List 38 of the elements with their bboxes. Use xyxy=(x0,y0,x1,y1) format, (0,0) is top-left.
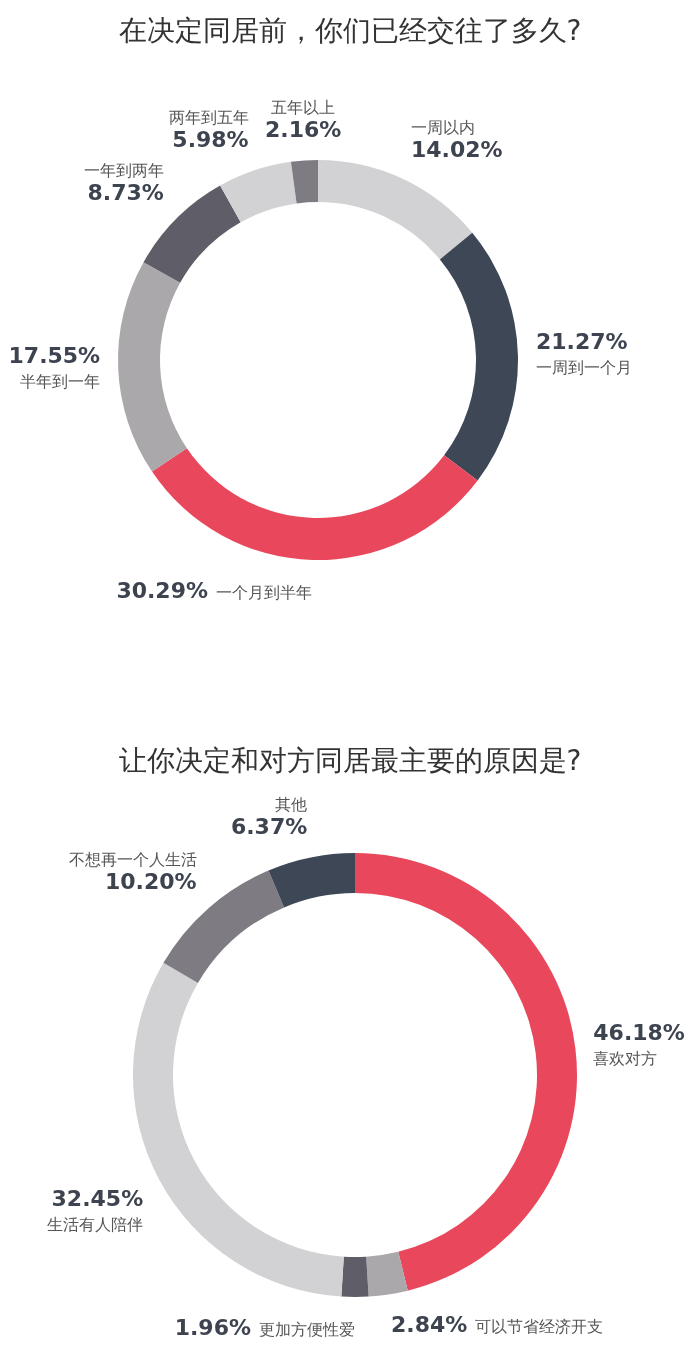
donut-slice xyxy=(220,161,297,223)
data-label: 8.73% xyxy=(87,179,164,205)
slice-label: 生活有人陪伴 xyxy=(47,1214,144,1234)
donut-slice xyxy=(290,160,318,204)
data-label: 2.84% xyxy=(391,1312,468,1338)
donut-slice xyxy=(355,853,577,1291)
data-label: 2.16% xyxy=(265,116,342,142)
data-label: 21.27% xyxy=(535,329,628,355)
slice-label: 一个月到半年 xyxy=(216,582,313,602)
data-label: 5.98% xyxy=(172,127,249,153)
donut-slice xyxy=(318,160,473,260)
slice-label: 更加方便性爱 xyxy=(259,1320,355,1339)
slice-label: 一年到两年 xyxy=(83,160,164,180)
donut-slice xyxy=(341,1256,369,1297)
data-label: 46.18% xyxy=(593,1020,685,1046)
chart-title: 在决定同居前，你们已经交往了多久? xyxy=(118,14,582,47)
data-label: 32.45% xyxy=(51,1185,144,1211)
donut-slice xyxy=(366,1251,408,1297)
donut-slice xyxy=(152,448,478,560)
slice-label: 喜欢对方 xyxy=(593,1049,658,1069)
slice-label: 可以节省经济开支 xyxy=(475,1317,604,1337)
slice-label: 两年到五年 xyxy=(168,108,249,128)
data-label: 10.20% xyxy=(104,868,197,894)
data-label: 14.02% xyxy=(410,136,503,162)
chart-title: 让你决定和对方同居最主要的原因是? xyxy=(118,744,582,777)
data-label: 6.37% xyxy=(230,813,308,839)
data-label: 1.96% xyxy=(174,1315,251,1340)
donut-slice xyxy=(118,262,187,472)
data-label: 17.55% xyxy=(8,342,101,368)
slice-label: 半年到一年 xyxy=(20,371,101,391)
donut-slice xyxy=(268,853,355,908)
slice-label: 其他 xyxy=(275,794,308,814)
slice-label: 五年以上 xyxy=(271,97,336,117)
data-label: 30.29% xyxy=(116,577,209,603)
slice-label: 一周到一个月 xyxy=(535,358,632,378)
slice-label: 一周以内 xyxy=(410,117,475,137)
donut-slice xyxy=(439,232,518,481)
slice-label: 不想再一个人生活 xyxy=(68,849,197,869)
